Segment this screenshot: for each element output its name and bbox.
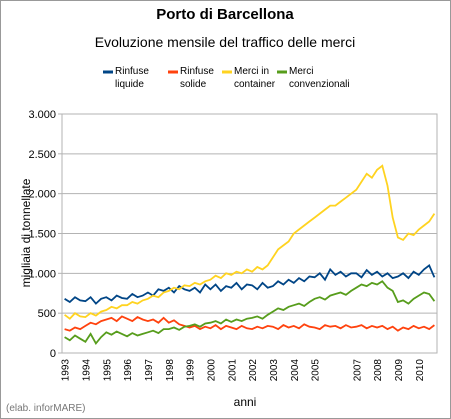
- note: (elab. inforMARE): [6, 403, 85, 414]
- x-tick-label: 2000: [206, 359, 217, 382]
- x-tick-label: 2010: [415, 359, 426, 382]
- y-tick-label: 1.000: [28, 268, 56, 280]
- x-tick-label: 1999: [186, 359, 197, 382]
- y-tick-label: 3.000: [28, 109, 56, 121]
- series-line: [64, 315, 435, 332]
- y-axis-title: migliaia di tonnellate: [19, 178, 33, 287]
- legend-label: Rinfuse solide: [180, 66, 214, 90]
- x-axis-title: anni: [234, 395, 257, 409]
- x-tick-label: 2009: [394, 359, 405, 382]
- x-tick-label: 1996: [123, 359, 134, 382]
- series-line: [64, 164, 436, 320]
- series-line: [64, 280, 436, 345]
- legend-label: Merci convenzionali: [289, 66, 350, 90]
- x-tick-label: 1993: [61, 359, 72, 382]
- chart-title: Porto di Barcellona: [156, 6, 294, 23]
- y-tick-label: 2.500: [28, 149, 56, 161]
- x-tick-label: 2007: [352, 359, 363, 382]
- y-tick-label: 0: [50, 348, 56, 360]
- x-tick-label: 2004: [290, 359, 301, 382]
- x-tick-label: 2005: [311, 359, 322, 382]
- x-tick-label: 2002: [248, 359, 259, 382]
- x-tick-label: 2003: [269, 359, 280, 382]
- x-tick-label: 2001: [227, 359, 238, 382]
- y-tick-label: 1.500: [28, 229, 56, 241]
- y-tick-label: 500: [38, 308, 56, 320]
- chart-subtitle: Evoluzione mensile del traffico delle me…: [95, 34, 355, 50]
- x-tick-label: 1998: [165, 359, 176, 382]
- x-tick-label: 1997: [144, 359, 155, 382]
- x-tick-label: 1994: [81, 359, 92, 382]
- x-tick-label: 2008: [373, 359, 384, 382]
- series-line: [64, 263, 436, 305]
- legend-label: Merci in container: [234, 66, 276, 90]
- x-tick-label: 1995: [102, 359, 113, 382]
- y-tick-label: 2.000: [28, 189, 56, 201]
- legend-label: Rinfuse liquide: [115, 66, 149, 90]
